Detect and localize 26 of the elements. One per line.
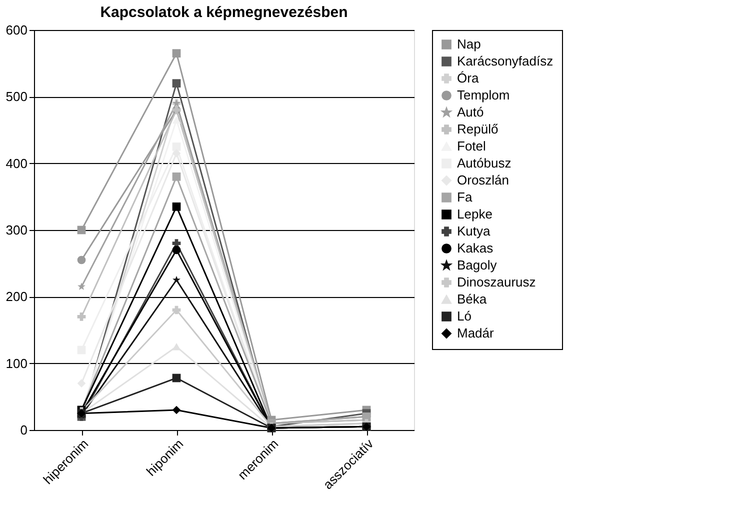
legend-label: Autó bbox=[457, 104, 484, 120]
legend-label: Templom bbox=[457, 88, 510, 102]
legend-label: Fa bbox=[457, 190, 473, 204]
legend-label: Karácsonyfadísz bbox=[457, 54, 554, 68]
legend-label: Autóbusz bbox=[457, 156, 512, 170]
legend-label: Óra bbox=[457, 70, 480, 86]
chart-title: Kapcsolatok a képmegnevezésben bbox=[100, 4, 348, 21]
legend-label: Dinoszaurusz bbox=[457, 274, 536, 290]
legend-label: Repülő bbox=[457, 122, 498, 136]
y-tick-label: 600 bbox=[6, 22, 28, 38]
legend-label: Ló bbox=[457, 308, 472, 324]
y-tick-label: 300 bbox=[6, 222, 28, 238]
legend-label: Fotel bbox=[457, 138, 486, 154]
legend-label: Lepke bbox=[457, 206, 492, 222]
legend-label: Nap bbox=[457, 36, 481, 52]
legend-label: Madár bbox=[457, 326, 495, 340]
legend-label: Bagoly bbox=[457, 258, 498, 272]
y-tick-label: 500 bbox=[6, 89, 28, 104]
y-tick-label: 0 bbox=[20, 422, 28, 438]
legend-label: Oroszlán bbox=[457, 172, 510, 188]
y-tick-label: 400 bbox=[6, 156, 28, 171]
legend-label: Béka bbox=[457, 292, 488, 306]
legend-label: Kutya bbox=[457, 224, 492, 238]
y-tick-label: 200 bbox=[6, 289, 28, 304]
y-tick-label: 100 bbox=[6, 356, 28, 371]
legend-label: Kakas bbox=[457, 240, 494, 256]
